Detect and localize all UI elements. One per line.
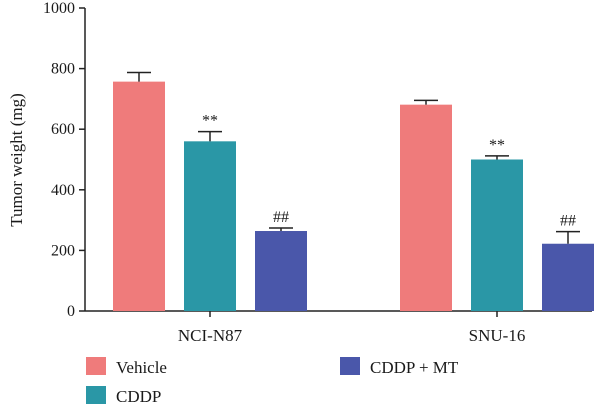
x-tick-label: NCI-N87 <box>178 326 243 345</box>
significance-label: ** <box>202 113 218 130</box>
y-axis-label: Tumor weight (mg) <box>7 93 26 227</box>
legend-label: CDDP <box>116 387 161 406</box>
bar-cddp-mt <box>255 231 307 311</box>
y-tick-label: 600 <box>51 121 75 138</box>
bar-vehicle <box>400 104 452 311</box>
y-tick-label: 200 <box>51 242 75 259</box>
legend-swatch <box>340 357 360 375</box>
y-tick-label: 1000 <box>43 0 75 17</box>
y-tick-label: 800 <box>51 61 75 78</box>
y-tick-label: 400 <box>51 182 75 199</box>
bars: ** ## ** ## <box>113 71 594 311</box>
bar-cddp-mt <box>542 243 594 311</box>
significance-label: ## <box>273 209 289 226</box>
legend-label: Vehicle <box>116 358 167 377</box>
legend: Vehicle CDDP CDDP + MT <box>86 357 459 406</box>
bar-vehicle <box>113 81 165 311</box>
x-axis: NCI-N87 SNU-16 <box>85 310 592 345</box>
significance-label: ** <box>489 137 505 154</box>
significance-label: ## <box>560 213 576 230</box>
bar-cddp <box>471 159 523 311</box>
legend-swatch <box>86 357 106 375</box>
legend-label: CDDP + MT <box>370 358 459 377</box>
y-axis: 0 200 400 600 800 1000 <box>43 0 86 320</box>
bar-cddp <box>184 141 236 311</box>
legend-swatch <box>86 386 106 404</box>
x-tick-label: SNU-16 <box>469 326 526 345</box>
y-tick-label: 0 <box>67 303 75 320</box>
